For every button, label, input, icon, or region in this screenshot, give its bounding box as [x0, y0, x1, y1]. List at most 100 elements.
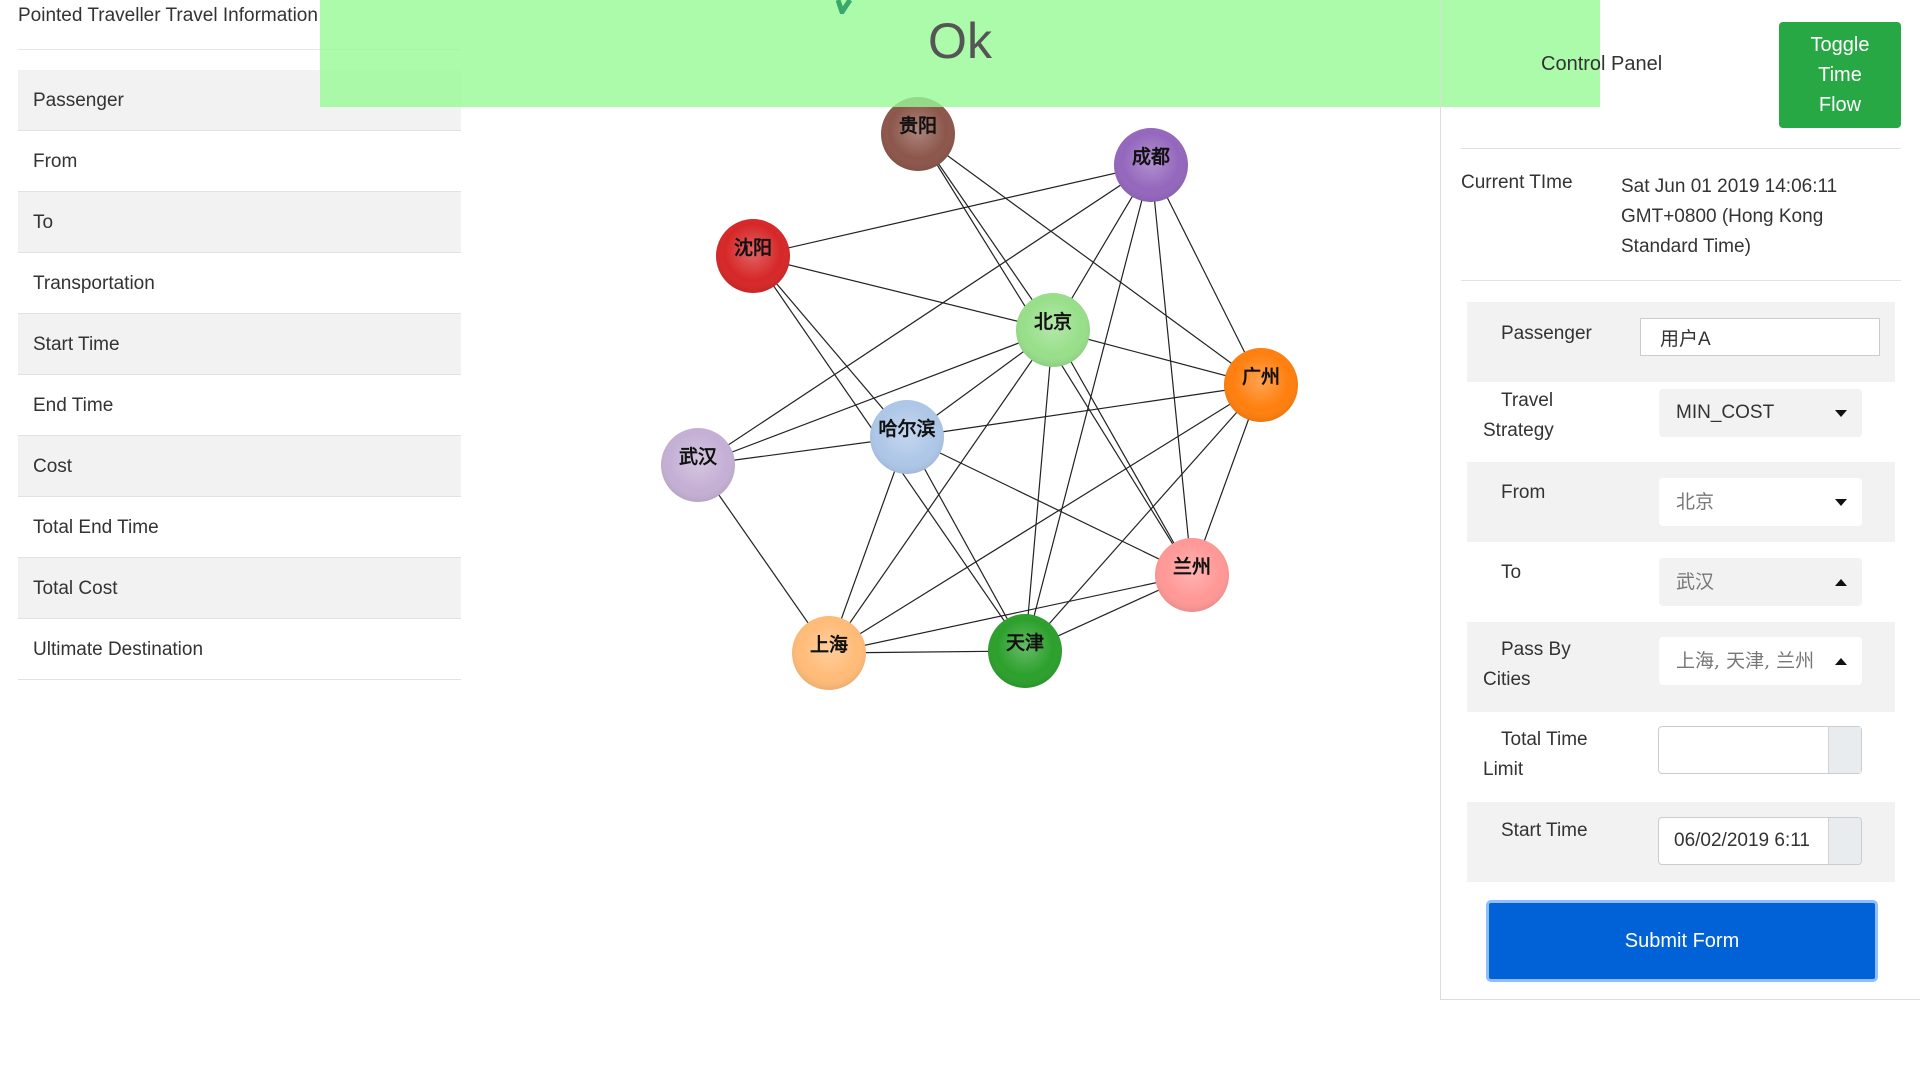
- node-label: 哈尔滨: [878, 417, 935, 440]
- toast-message: Ok: [928, 13, 992, 69]
- edge-guiyang-guangzhou: [917, 133, 1262, 386]
- node-chengdu[interactable]: 成都: [1114, 128, 1188, 202]
- node-lanzhou[interactable]: 兰州: [1155, 538, 1229, 612]
- info-row: Cost: [18, 436, 461, 497]
- node-guiyang[interactable]: 贵阳: [881, 97, 955, 171]
- info-list: Passenger From To Transportation Start Time E…: [18, 70, 461, 680]
- node-shading: [1016, 293, 1090, 367]
- total-time-limit-label: Total Time Limit: [1483, 729, 1588, 780]
- travel-strategy-row: Travel Strategy MIN_COST: [1467, 382, 1895, 462]
- info-row: To: [18, 192, 461, 253]
- edge-chengdu-guangzhou: [1150, 164, 1262, 386]
- edge-shenyang-beijing: [752, 255, 1054, 331]
- chevron-down-icon: [1835, 410, 1847, 417]
- node-shading: [792, 616, 866, 690]
- start-time-label: Start Time: [1501, 820, 1588, 841]
- passenger-input[interactable]: [1640, 318, 1880, 356]
- info-row: Transportation: [18, 253, 461, 314]
- node-shenyang[interactable]: 沈阳: [716, 219, 790, 293]
- node-shading: [1155, 538, 1229, 612]
- edge-lanzhou-shanghai: [828, 574, 1193, 654]
- node-label: 天津: [1006, 631, 1044, 654]
- node-label: 武汉: [679, 446, 718, 468]
- info-row: Total Cost: [18, 558, 461, 619]
- passenger-row: Passenger: [1467, 302, 1895, 382]
- node-label: 广州: [1242, 365, 1280, 388]
- to-select[interactable]: 武汉: [1659, 558, 1862, 606]
- pass-by-value: 上海, 天津, 兰州: [1676, 650, 1815, 672]
- chevron-up-icon: [1835, 579, 1847, 586]
- panel-title: Pointed Traveller Travel Information: [18, 0, 461, 50]
- node-shading: [716, 219, 790, 293]
- node-shanghai[interactable]: 上海: [792, 616, 866, 690]
- check-icon: [836, 0, 853, 14]
- node-label: 成都: [1132, 145, 1170, 168]
- passenger-label: Passenger: [1501, 323, 1592, 344]
- from-row: From 北京: [1467, 462, 1895, 542]
- info-row: From: [18, 131, 461, 192]
- edge-beijing-shanghai: [828, 329, 1054, 654]
- total-time-limit-input[interactable]: [1658, 726, 1862, 774]
- to-row: To 武汉: [1467, 542, 1895, 622]
- node-beijing[interactable]: 北京: [1016, 293, 1090, 367]
- info-row: Total End Time: [18, 497, 461, 558]
- current-time-label: Current TIme: [1461, 172, 1573, 193]
- from-label: From: [1501, 482, 1546, 503]
- edge-beijing-wuhan: [697, 329, 1054, 466]
- pass-by-label: Pass By Cities: [1483, 639, 1571, 690]
- divider: [1461, 148, 1901, 149]
- from-value: 北京: [1676, 491, 1715, 513]
- node-wuhan[interactable]: 武汉: [661, 428, 735, 502]
- node-label: 上海: [810, 633, 848, 656]
- edge-harbin-lanzhou: [906, 436, 1193, 576]
- divider: [1461, 280, 1901, 281]
- edge-wuhan-shanghai: [697, 464, 830, 654]
- start-time-value: 06/02/2019 6:11: [1674, 830, 1810, 851]
- node-guangzhou[interactable]: 广州: [1224, 348, 1298, 422]
- edge-chengdu-shenyang: [752, 164, 1152, 257]
- info-row: Start Time: [18, 314, 461, 375]
- edge-guangzhou-shanghai: [828, 384, 1262, 654]
- edge-beijing-lanzhou: [1052, 329, 1193, 576]
- travel-strategy-label: Travel Strategy: [1483, 390, 1554, 441]
- input-addon: [1828, 818, 1861, 864]
- info-row: Ultimate Destination: [18, 619, 461, 680]
- control-panel-title: Control Panel: [1541, 53, 1663, 75]
- notification-toast[interactable]: Ok: [320, 0, 1600, 107]
- edge-chengdu-wuhan: [697, 164, 1152, 466]
- node-shading: [1224, 348, 1298, 422]
- edge-guiyang-beijing: [917, 133, 1054, 331]
- node-label: 兰州: [1173, 555, 1211, 578]
- node-shading: [988, 614, 1062, 688]
- node-harbin[interactable]: 哈尔滨: [870, 400, 944, 474]
- edge-harbin-shanghai: [828, 436, 908, 654]
- edge-chengdu-tianjin: [1024, 164, 1152, 652]
- edge-chengdu-lanzhou: [1150, 164, 1193, 576]
- chevron-up-icon: [1835, 658, 1847, 665]
- travel-strategy-value: MIN_COST: [1676, 402, 1775, 423]
- input-addon: [1828, 727, 1861, 773]
- node-shading: [661, 428, 735, 502]
- info-row: End Time: [18, 375, 461, 436]
- node-label: 贵阳: [899, 115, 937, 137]
- travel-strategy-select[interactable]: MIN_COST: [1659, 389, 1862, 437]
- total-time-limit-row: Total Time Limit: [1467, 712, 1895, 802]
- node-shading: [881, 97, 955, 171]
- node-tianjin[interactable]: 天津: [988, 614, 1062, 688]
- start-time-row: Start Time 06/02/2019 6:11: [1467, 802, 1895, 882]
- chevron-down-icon: [1835, 499, 1847, 506]
- node-label: 沈阳: [734, 236, 772, 259]
- submit-form-button[interactable]: Submit Form: [1486, 900, 1878, 982]
- current-time-value: Sat Jun 01 2019 14:06:11 GMT+0800 (Hong …: [1621, 176, 1838, 257]
- toggle-time-flow-button[interactable]: Toggle Time Flow: [1779, 22, 1901, 128]
- from-select[interactable]: 北京: [1659, 478, 1862, 526]
- edge-guangzhou-harbin: [906, 384, 1262, 438]
- pass-by-select[interactable]: 上海, 天津, 兰州: [1659, 637, 1862, 685]
- edge-guangzhou-tianjin: [1024, 384, 1262, 652]
- start-time-input[interactable]: 06/02/2019 6:11: [1658, 817, 1862, 865]
- control-panel: Control Panel Toggle Time Flow Current T…: [1440, 0, 1920, 1000]
- node-label: 北京: [1034, 310, 1072, 333]
- edge-shenyang-harbin: [752, 255, 908, 438]
